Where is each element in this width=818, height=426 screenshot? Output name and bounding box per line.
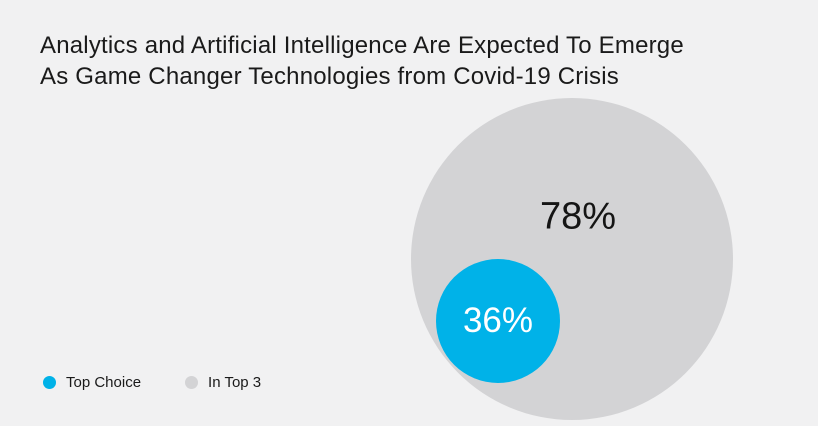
in-top-3-circle [411,98,733,420]
page-title-line-2: As Game Changer Technologies from Covid-… [40,63,619,90]
legend-item-in-top-3: In Top 3 [185,374,261,391]
top-choice-value-label: 36% [462,301,534,340]
in-top-3-dot-icon [185,376,199,389]
legend-label-top-choice: Top Choice [66,374,142,391]
legend-label-in-top-3: In Top 3 [208,374,262,391]
legend: Top Choice In Top 3 [43,374,261,391]
in-top-3-value-label: 78% [539,195,617,238]
top-choice-dot-icon [43,376,56,389]
page-title: Analytics and Artificial Intelligence Ar… [40,30,684,92]
legend-item-top-choice: Top Choice [43,374,141,391]
top-choice-circle: 36% [436,259,560,383]
page-title-line-1: Analytics and Artificial Intelligence Ar… [40,32,684,59]
